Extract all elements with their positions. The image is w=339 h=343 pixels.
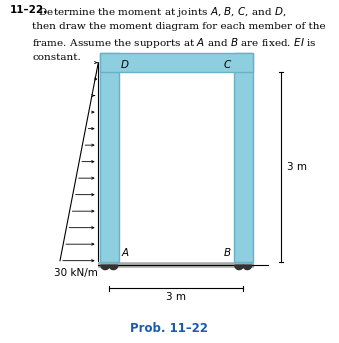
Text: Determine the moment at joints $A$, $B$, $C$, and $D$,
then draw the moment diag: Determine the moment at joints $A$, $B$,… (32, 5, 326, 62)
Text: B: B (224, 248, 231, 258)
Text: D: D (121, 60, 129, 70)
Text: 11–22.: 11–22. (10, 5, 48, 15)
Text: 3 m: 3 m (166, 292, 186, 302)
Polygon shape (243, 265, 252, 270)
Text: 30 kN/m: 30 kN/m (54, 268, 98, 277)
Polygon shape (101, 265, 109, 270)
Text: Prob. 11–22: Prob. 11–22 (131, 322, 208, 335)
Polygon shape (109, 265, 118, 270)
Text: 3 m: 3 m (287, 162, 307, 172)
Polygon shape (235, 265, 243, 270)
Bar (100, 53, 119, 262)
Bar (100, 53, 253, 72)
Bar (234, 53, 253, 262)
Text: C: C (224, 60, 231, 70)
Text: A: A (121, 248, 128, 258)
